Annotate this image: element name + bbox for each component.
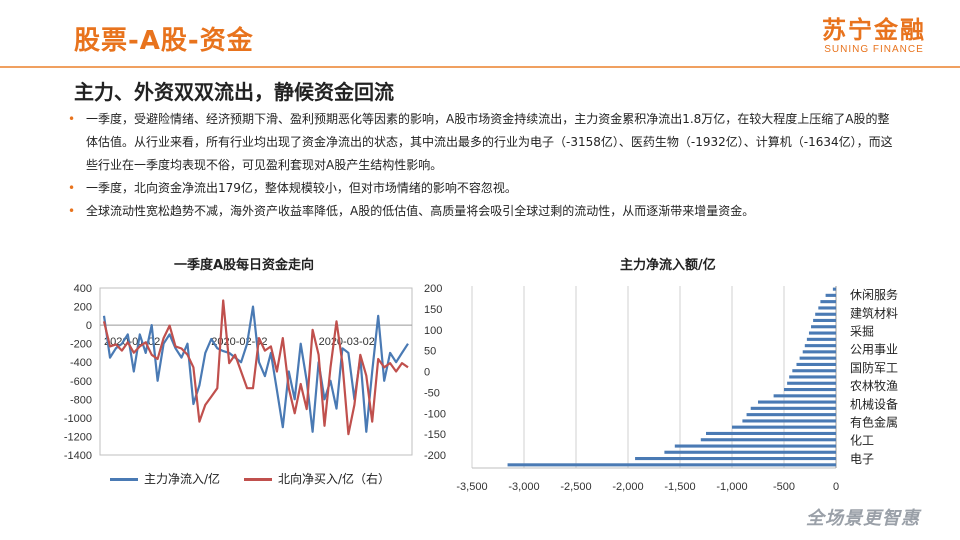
y-right-tick-label: -50 bbox=[424, 387, 440, 399]
y-left-tick-label: -1400 bbox=[64, 450, 92, 462]
header-divider bbox=[0, 66, 960, 68]
bullet-list: • 一季度，受避险情绪、经济预期下滑、盈利预期恶化等因素的影响，A股市场资金持续流… bbox=[64, 108, 894, 223]
y-right-tick-label: 150 bbox=[424, 304, 442, 316]
y-left-tick-label: -1000 bbox=[64, 413, 92, 425]
legend-item-northbound: 北向净买入/亿（右） bbox=[244, 470, 390, 487]
y-left-tick-label: 200 bbox=[74, 302, 92, 314]
bar bbox=[804, 344, 836, 348]
bar bbox=[732, 425, 836, 429]
y-left-tick-label: -200 bbox=[70, 339, 92, 351]
brand-name-cn: 苏宁金融 bbox=[822, 16, 926, 44]
section-subtitle: 主力、外资双双流出，静候资金回流 bbox=[74, 80, 394, 104]
bar bbox=[706, 431, 836, 435]
bar bbox=[796, 362, 836, 366]
category-label: 农林牧渔 bbox=[850, 379, 898, 393]
bar bbox=[792, 369, 837, 373]
category-label: 化工 bbox=[850, 434, 874, 448]
x-tick-label: -2,500 bbox=[560, 481, 591, 493]
bullet-text: 一季度，受避险情绪、经济预期下滑、盈利预期恶化等因素的影响，A股市场资金持续流出… bbox=[86, 112, 893, 172]
bar bbox=[818, 306, 837, 310]
bar bbox=[507, 463, 836, 467]
legend-label: 主力净流入/亿 bbox=[144, 472, 221, 486]
x-tick-label: -500 bbox=[773, 481, 795, 493]
y-right-tick-label: 50 bbox=[424, 346, 436, 358]
series-line-northbound bbox=[102, 299, 409, 436]
bar bbox=[674, 444, 836, 448]
category-label: 公用事业 bbox=[850, 343, 898, 357]
bullet-item: • 全球流动性宽松趋势不减，海外资产收益率降低，A股的低估值、高质量将会吸引全球过… bbox=[64, 200, 894, 223]
y-right-tick-label: 200 bbox=[424, 283, 442, 295]
bullet-item: • 一季度，受避险情绪、经济预期下滑、盈利预期恶化等因素的影响，A股市场资金持续流… bbox=[64, 108, 894, 177]
bar bbox=[750, 406, 837, 410]
y-left-tick-label: 0 bbox=[86, 320, 92, 332]
bullet-dot-icon: • bbox=[68, 112, 76, 126]
bar bbox=[635, 457, 836, 461]
category-label: 有色金属 bbox=[850, 415, 898, 430]
x-tick-label: -1,000 bbox=[716, 481, 747, 493]
bar bbox=[700, 438, 836, 442]
bar bbox=[784, 388, 836, 392]
y-left-tick-label: -600 bbox=[70, 376, 92, 388]
x-tick-label: -3,500 bbox=[456, 481, 487, 493]
bar bbox=[799, 356, 836, 360]
bullet-dot-icon: • bbox=[68, 204, 76, 218]
bar bbox=[806, 337, 836, 341]
x-tick-label: 2020-02-02 bbox=[211, 336, 267, 348]
bar bbox=[832, 287, 836, 291]
bar bbox=[789, 375, 836, 379]
bar bbox=[664, 450, 836, 454]
y-left-tick-label: -1200 bbox=[64, 431, 92, 443]
category-label: 采掘 bbox=[850, 324, 874, 339]
x-tick-label: -2,000 bbox=[612, 481, 643, 493]
bar bbox=[820, 300, 836, 304]
bar bbox=[813, 318, 837, 322]
category-label: 休闲服务 bbox=[850, 287, 898, 302]
bullet-text: 一季度，北向资金净流出179亿，整体规模较小，但对市场情绪的影响不容忽视。 bbox=[86, 181, 517, 195]
bar bbox=[802, 350, 837, 354]
bar bbox=[811, 325, 837, 329]
bar bbox=[773, 394, 836, 398]
legend-label: 北向净买入/亿（右） bbox=[278, 472, 391, 486]
bar bbox=[742, 419, 836, 423]
legend-item-main-inflow: 主力净流入/亿 bbox=[110, 470, 220, 487]
bar bbox=[787, 381, 837, 385]
brand-logo: 苏宁金融 SUNING FINANCE bbox=[822, 16, 926, 55]
y-right-tick-label: 0 bbox=[424, 367, 430, 379]
legend-swatch bbox=[244, 478, 272, 481]
bar bbox=[746, 413, 836, 417]
brand-name-en: SUNING FINANCE bbox=[824, 44, 924, 55]
y-right-tick-label: -150 bbox=[424, 429, 446, 441]
page-header-title: 股票-A股-资金 bbox=[74, 26, 254, 56]
category-label: 机械设备 bbox=[850, 396, 898, 411]
x-tick-label: -3,000 bbox=[508, 481, 539, 493]
category-label: 国防军工 bbox=[850, 360, 898, 375]
bullet-item: • 一季度，北向资金净流出179亿，整体规模较小，但对市场情绪的影响不容忽视。 bbox=[64, 177, 894, 200]
category-label: 电子 bbox=[850, 452, 874, 466]
y-left-tick-label: 400 bbox=[74, 283, 92, 295]
bar-chart-title: 主力净流入额/亿 bbox=[620, 258, 716, 273]
line-chart-plot-area bbox=[99, 287, 413, 456]
category-label: 建筑材料 bbox=[850, 305, 898, 320]
x-tick-label: -1,500 bbox=[664, 481, 695, 493]
y-left-tick-label: -400 bbox=[70, 357, 92, 369]
legend-swatch bbox=[110, 478, 138, 481]
bar bbox=[808, 331, 836, 335]
x-tick-label: 2020-03-02 bbox=[319, 336, 375, 348]
x-tick-label: 0 bbox=[833, 481, 839, 493]
footer-slogan: 全场景更智惠 bbox=[806, 508, 920, 529]
bullet-dot-icon: • bbox=[68, 181, 76, 195]
y-left-tick-label: -800 bbox=[70, 394, 92, 406]
y-right-tick-label: -100 bbox=[424, 408, 446, 420]
line-chart-title: 一季度A股每日资金走向 bbox=[174, 258, 315, 273]
bullet-text: 全球流动性宽松趋势不减，海外资产收益率降低，A股的低估值、高质量将会吸引全球过剩… bbox=[86, 204, 755, 218]
bar bbox=[758, 400, 836, 404]
y-right-tick-label: 100 bbox=[424, 325, 442, 337]
y-right-tick-label: -200 bbox=[424, 450, 446, 462]
bar bbox=[815, 312, 836, 316]
bar bbox=[825, 293, 836, 297]
